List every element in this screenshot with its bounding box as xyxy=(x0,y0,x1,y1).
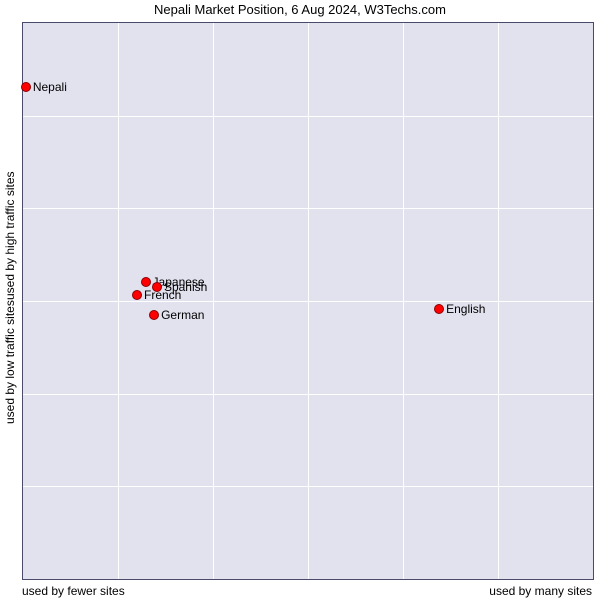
gridline-vertical xyxy=(403,23,404,579)
data-point-label: Nepali xyxy=(33,80,67,94)
data-point xyxy=(21,82,31,92)
gridline-vertical xyxy=(213,23,214,579)
data-point-label: French xyxy=(144,288,181,302)
data-point-label: English xyxy=(446,302,485,316)
data-point-label: German xyxy=(161,308,204,322)
y-axis-label-low: used by low traffic sites xyxy=(2,300,18,578)
data-point xyxy=(132,290,142,300)
gridline-vertical xyxy=(498,23,499,579)
y-axis-label-high: used by high traffic sites xyxy=(2,22,18,300)
gridline-vertical xyxy=(308,23,309,579)
x-axis-label-many: used by many sites xyxy=(489,584,592,598)
plot-area: NepaliJapaneseSpanishFrenchGermanEnglish xyxy=(22,22,594,580)
chart-title: Nepali Market Position, 6 Aug 2024, W3Te… xyxy=(0,2,600,17)
data-point xyxy=(434,304,444,314)
market-position-chart: Nepali Market Position, 6 Aug 2024, W3Te… xyxy=(0,0,600,600)
x-axis-label-fewer: used by fewer sites xyxy=(22,584,125,598)
gridline-vertical xyxy=(118,23,119,579)
data-point xyxy=(149,310,159,320)
data-point xyxy=(141,277,151,287)
